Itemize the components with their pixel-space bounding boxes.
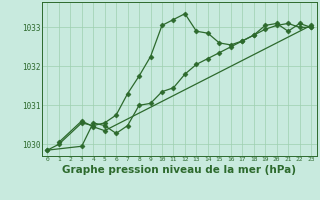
X-axis label: Graphe pression niveau de la mer (hPa): Graphe pression niveau de la mer (hPa) xyxy=(62,165,296,175)
